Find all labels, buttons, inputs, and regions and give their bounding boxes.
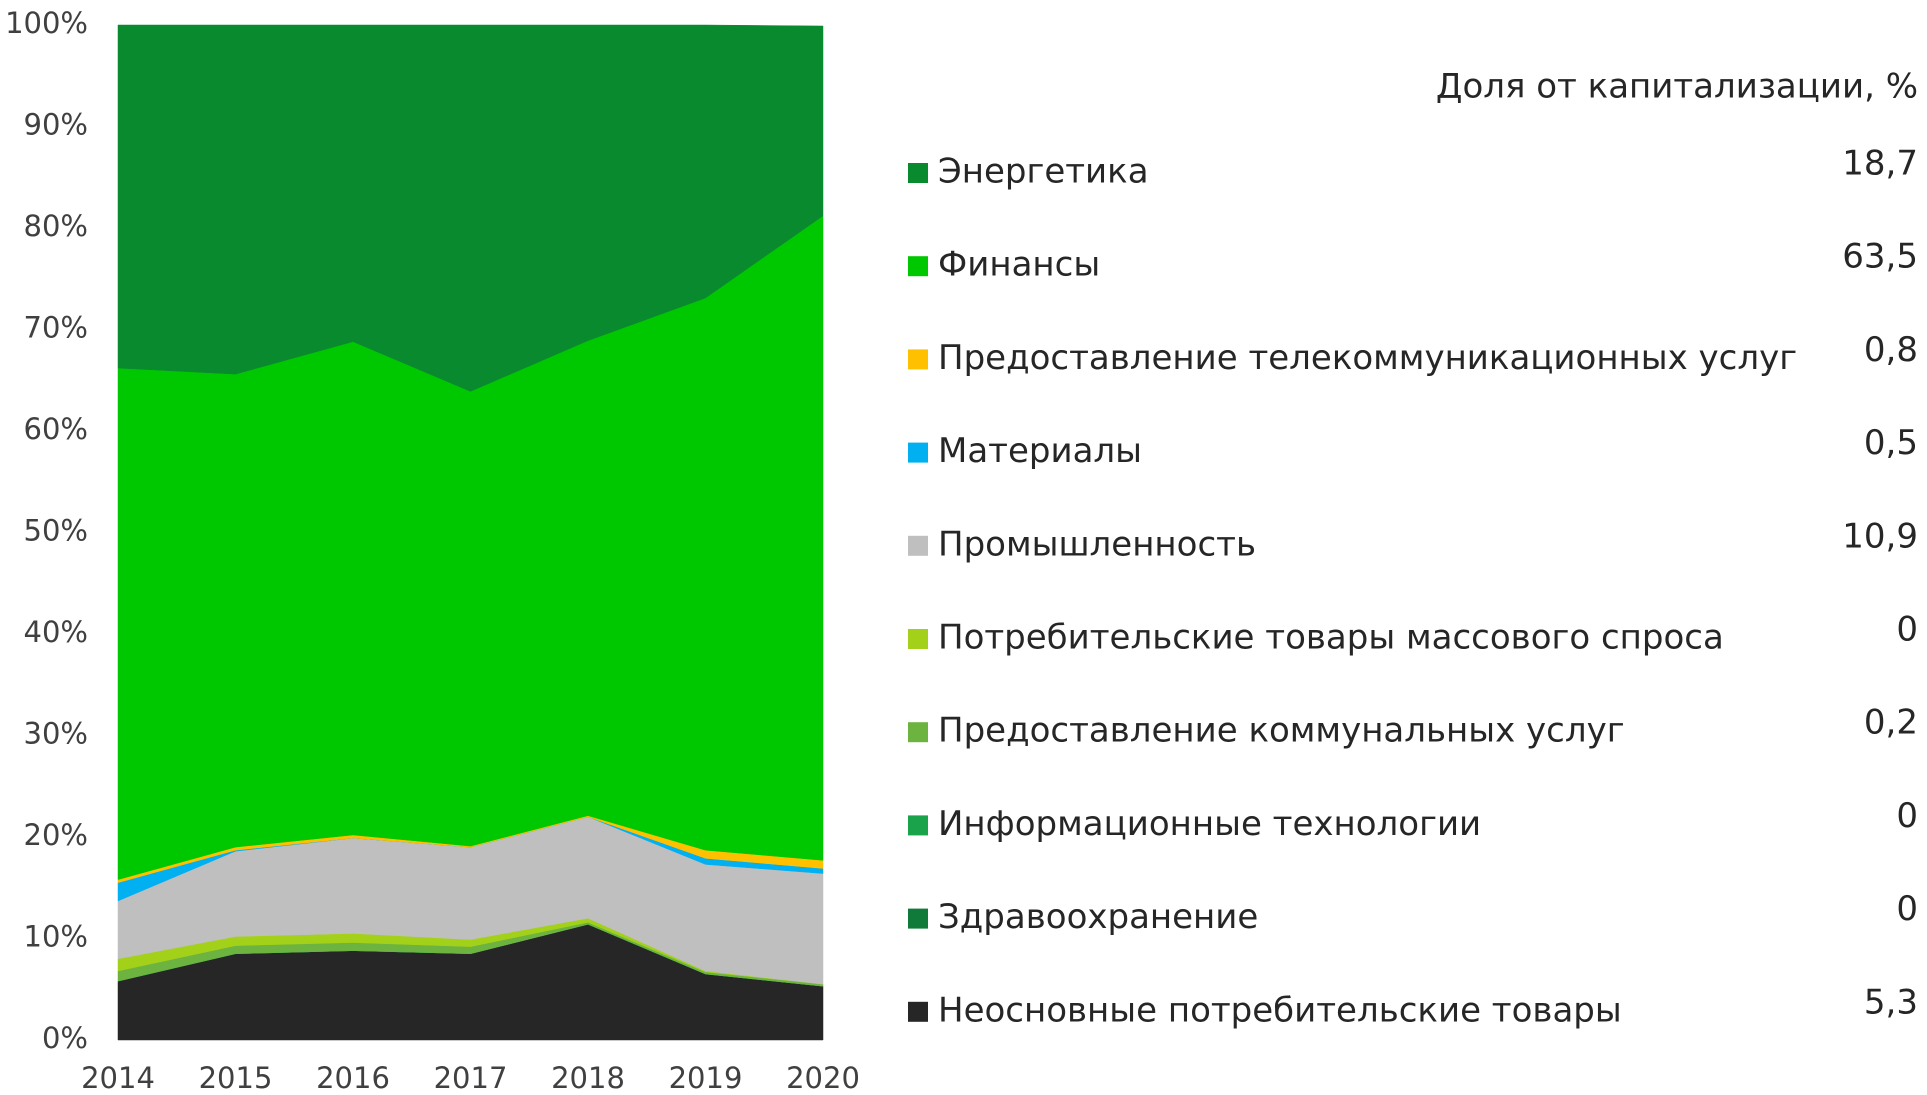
legend-swatch (908, 1001, 928, 1022)
legend-label: Неосновные потребительские товары (938, 990, 1622, 1030)
x-tick-label: 2020 (786, 1061, 860, 1095)
legend-swatch (908, 629, 928, 649)
legend-value: 0 (1896, 610, 1918, 650)
y-tick-label: 90% (24, 108, 88, 142)
legend-label: Здравоохранение (938, 897, 1258, 937)
legend-swatch (908, 535, 928, 556)
legend-swatch (908, 815, 928, 836)
x-tick-label: 2015 (199, 1061, 273, 1095)
y-tick-label: 30% (24, 717, 88, 751)
legend-value: 10,9 (1842, 516, 1918, 556)
x-tick-label: 2017 (434, 1061, 508, 1095)
legend-label: Предоставление телекоммуникационных услу… (938, 338, 1797, 378)
x-tick-label: 2018 (551, 1061, 625, 1095)
legend-value: 0 (1896, 796, 1918, 836)
legend-swatch (908, 349, 928, 370)
y-tick-label: 60% (24, 412, 88, 446)
legend-swatch (908, 442, 928, 463)
legend-value: 0 (1896, 889, 1918, 929)
legend-value: 0,2 (1864, 703, 1918, 743)
y-tick-label: 20% (24, 818, 88, 852)
y-tick-label: 10% (24, 920, 88, 954)
x-tick-label: 2016 (316, 1061, 390, 1095)
legend-label: Финансы (938, 245, 1100, 285)
y-tick-label: 50% (24, 514, 88, 548)
legend-value: 0,8 (1864, 330, 1918, 370)
plot-area (117, 24, 824, 1041)
legend-value: 63,5 (1842, 237, 1918, 277)
legend-value: 0,5 (1864, 423, 1918, 463)
legend-swatch (908, 256, 928, 277)
legend-label: Потребительские товары массового спроса (938, 618, 1724, 658)
x-tick-label: 2019 (669, 1061, 743, 1095)
legend-swatch (908, 163, 928, 183)
y-tick-label: 80% (24, 209, 88, 243)
y-tick-label: 70% (24, 311, 88, 345)
legend-swatch (908, 908, 928, 929)
area (117, 24, 824, 392)
legend-value: 5,3 (1864, 982, 1918, 1022)
legend-title: Доля от капитализации, % (1436, 67, 1918, 107)
y-tick-label: 100% (5, 6, 88, 40)
legend-swatch (908, 722, 928, 743)
legend-label: Информационные технологии (938, 804, 1481, 844)
legend-label: Предоставление коммунальных услуг (938, 711, 1625, 751)
y-tick-label: 0% (42, 1021, 88, 1055)
y-tick-label: 40% (24, 615, 88, 649)
legend-label: Энергетика (938, 152, 1149, 192)
x-tick-label: 2014 (81, 1061, 155, 1095)
legend-label: Промышленность (938, 524, 1256, 564)
legend-value: 18,7 (1842, 144, 1918, 184)
legend-label: Материалы (938, 431, 1142, 471)
